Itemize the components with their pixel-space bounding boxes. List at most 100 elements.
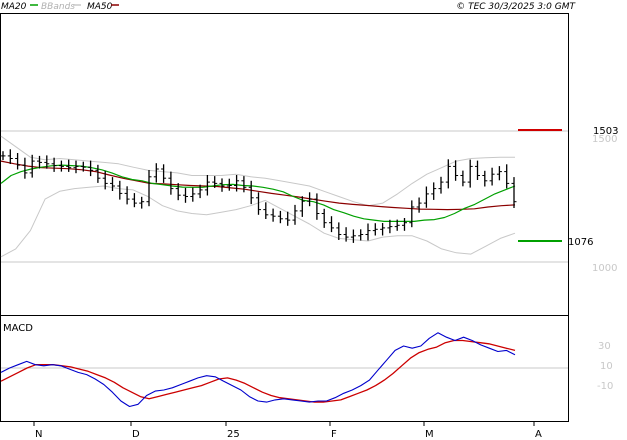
price-bar (380, 223, 386, 236)
source-timestamp: © TEC 30/3/2025 3:0 GMT (456, 2, 576, 12)
price-bar (387, 219, 393, 234)
price-bar (124, 186, 130, 205)
level-label-1503: 1503 (593, 126, 618, 137)
price-bar (219, 178, 225, 192)
price-tick-1500: 1500 (592, 134, 617, 145)
macd-tick-10: 10 (600, 361, 613, 372)
price-bar (117, 180, 123, 200)
price-bar (270, 208, 276, 222)
x-axis: N D 25 F M A (33, 421, 542, 440)
price-bar (394, 219, 400, 231)
price-bar (445, 159, 451, 189)
price-bar (431, 182, 437, 200)
price-bar (365, 223, 371, 241)
price-bar (292, 204, 298, 225)
macd-panel-frame (0, 315, 569, 422)
price-bar (44, 155, 50, 169)
price-bar (80, 161, 86, 172)
price-bar (504, 164, 510, 189)
price-bar (329, 216, 334, 233)
price-bar (110, 177, 115, 191)
price-bar (102, 170, 108, 190)
price-bar (350, 229, 356, 243)
macd-line-series (0, 332, 516, 408)
price-bar (438, 176, 444, 194)
price-bar (256, 192, 261, 215)
price-bar (175, 183, 181, 201)
macd-signal-series (0, 339, 516, 403)
price-bar (248, 180, 254, 205)
price-bar (482, 170, 488, 187)
price-bar (402, 218, 407, 231)
price-bar (204, 175, 210, 196)
price-tick-1000: 1000 (592, 263, 617, 274)
macd-signal-line (0, 339, 516, 403)
price-bar (475, 160, 480, 180)
macd-title: MACD (3, 323, 33, 334)
macd-tick-neg10: -10 (597, 381, 613, 392)
price-bar (460, 170, 466, 187)
price-bar (467, 159, 473, 188)
price-bar (372, 223, 378, 236)
price-panel-frame (0, 13, 569, 316)
price-bar (66, 159, 72, 172)
ma50-line (0, 160, 516, 211)
price-bar (15, 153, 21, 170)
price-bar (299, 196, 305, 217)
price-bar (168, 171, 174, 195)
price-bar (263, 202, 269, 219)
price-bar (336, 222, 342, 240)
price-bar (358, 229, 364, 241)
price-bar (58, 160, 64, 172)
price-bar (489, 167, 495, 186)
legend: MA20 BBands MA50 © TEC 30/3/2025 3:0 GMT (1, 2, 577, 12)
price-bar (453, 160, 459, 181)
x-label-n: N (35, 429, 42, 440)
price-bar (409, 200, 415, 228)
price-bar (314, 193, 320, 220)
price-bar (197, 184, 203, 199)
price-bar (95, 164, 101, 183)
bb-upper-series (0, 135, 515, 207)
price-bar (321, 208, 327, 228)
price-bar (285, 211, 291, 226)
macd-tick-30: 30 (598, 341, 611, 352)
price-bar (161, 164, 167, 183)
price-bar (183, 187, 188, 203)
legend-ma50-label: MA50 (87, 2, 113, 12)
bb-upper-line (0, 135, 515, 207)
x-label-m: M (425, 429, 434, 440)
price-bar (153, 163, 159, 183)
price-bar (37, 155, 42, 169)
price-bar (22, 157, 28, 179)
price-bar (343, 227, 349, 242)
price-bar (277, 210, 283, 224)
price-bar (190, 187, 196, 202)
price-bar (0, 151, 6, 161)
x-label-d: D (132, 429, 140, 440)
price-bar (496, 166, 502, 181)
price-bar (234, 175, 240, 192)
x-label-f: F (331, 429, 337, 440)
macd-main-line (0, 332, 516, 408)
price-bar (7, 149, 13, 164)
price-bars (0, 149, 517, 243)
price-bar (307, 192, 313, 207)
price-bar (212, 176, 218, 188)
legend-ma20-label: MA20 (1, 2, 27, 12)
x-label-a: A (535, 429, 542, 440)
price-bar (131, 193, 137, 208)
price-bar (146, 170, 152, 207)
ma50-series (0, 160, 516, 211)
price-bar (51, 157, 57, 172)
price-bar (29, 154, 35, 178)
price-bar (73, 160, 79, 174)
price-bar (241, 176, 247, 193)
level-label-1076: 1076 (568, 237, 593, 248)
legend-bbands-label: BBands (41, 2, 75, 12)
price-bar (511, 177, 517, 208)
price-bar (139, 196, 145, 209)
price-bar (226, 178, 232, 191)
ma20-line (0, 164, 516, 222)
